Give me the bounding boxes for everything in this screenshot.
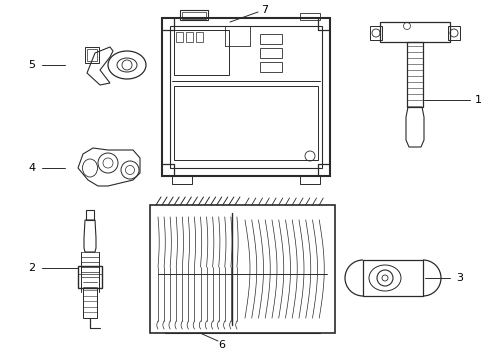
Bar xyxy=(369,26,381,40)
Bar xyxy=(87,49,97,61)
Bar xyxy=(162,18,329,176)
Bar xyxy=(174,86,317,160)
Bar xyxy=(379,22,449,42)
Bar xyxy=(150,205,334,333)
Bar xyxy=(447,26,459,40)
Bar xyxy=(260,48,282,58)
Bar xyxy=(78,266,102,288)
Text: 2: 2 xyxy=(28,263,36,273)
Bar xyxy=(172,176,192,184)
Text: 7: 7 xyxy=(261,5,268,15)
Bar xyxy=(83,288,97,318)
Bar xyxy=(299,13,319,20)
Text: 5: 5 xyxy=(28,60,36,70)
Bar xyxy=(362,260,422,296)
Text: 1: 1 xyxy=(473,95,481,105)
Bar xyxy=(182,12,205,19)
Bar xyxy=(196,32,203,42)
Text: 3: 3 xyxy=(456,273,463,283)
Bar xyxy=(185,32,193,42)
Text: 4: 4 xyxy=(28,163,36,173)
Bar xyxy=(174,30,228,75)
Bar xyxy=(86,210,94,220)
Bar xyxy=(180,10,207,20)
Bar xyxy=(406,42,422,107)
Bar xyxy=(176,32,183,42)
Bar xyxy=(85,47,99,63)
Text: 6: 6 xyxy=(218,340,225,350)
Bar xyxy=(170,26,321,168)
Bar xyxy=(260,34,282,44)
Bar xyxy=(260,62,282,72)
Bar xyxy=(299,176,319,184)
